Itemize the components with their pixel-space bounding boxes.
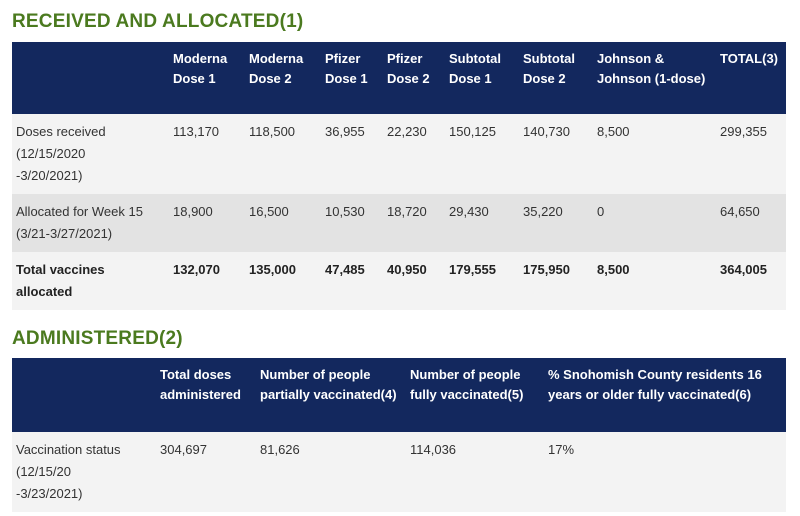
header-cell: Pfizer Dose 2 xyxy=(383,42,445,114)
value-cell: 0 xyxy=(593,194,716,252)
header-cell: Total doses administered xyxy=(156,358,256,432)
header-cell: % Snohomish County residents 16 years or… xyxy=(544,358,786,432)
value-cell: 114,036 xyxy=(406,432,544,512)
header-cell: Pfizer Dose 1 xyxy=(321,42,383,114)
value-cell: 17% xyxy=(544,432,786,512)
value-cell: 40,950 xyxy=(383,252,445,310)
header-cell: Subtotal Dose 2 xyxy=(519,42,593,114)
label-line: Allocated for Week 15 xyxy=(16,204,143,219)
data-row: Doses received (12/15/2020 -3/20/2021) 113,… xyxy=(12,114,786,194)
administered-table: Total doses administered Number of people… xyxy=(12,358,786,512)
header-cell: TOTAL(3) xyxy=(716,42,786,114)
data-row: Vaccination status (12/15/20 -3/23/2021) 30… xyxy=(12,432,786,512)
label-line: -3/20/2021) xyxy=(16,168,83,183)
value-cell: 18,900 xyxy=(169,194,245,252)
label-line: (3/21-3/27/2021) xyxy=(16,226,113,241)
label-line: (12/15/20 xyxy=(16,464,71,479)
value-cell: 81,626 xyxy=(256,432,406,512)
row-label: Doses received (12/15/2020 -3/20/2021) xyxy=(12,114,169,194)
header-cell: Johnson & Johnson (1-dose) xyxy=(593,42,716,114)
header-cell: Moderna Dose 2 xyxy=(245,42,321,114)
header-row: Total doses administered Number of people… xyxy=(12,358,786,432)
row-label: Total vaccines allocated xyxy=(12,252,169,310)
value-cell: 47,485 xyxy=(321,252,383,310)
label-line: Vaccination status xyxy=(16,442,121,457)
value-cell: 364,005 xyxy=(716,252,786,310)
value-cell: 299,355 xyxy=(716,114,786,194)
value-cell: 29,430 xyxy=(445,194,519,252)
header-cell: Number of people fully vaccinated(5) xyxy=(406,358,544,432)
section-title: ADMINISTERED(2) xyxy=(12,328,183,349)
value-cell: 8,500 xyxy=(593,252,716,310)
section-title: RECEIVED AND ALLOCATED(1) xyxy=(12,11,304,32)
row-label: Allocated for Week 15 (3/21-3/27/2021) xyxy=(12,194,169,252)
value-cell: 150,125 xyxy=(445,114,519,194)
value-cell: 304,697 xyxy=(156,432,256,512)
value-cell: 140,730 xyxy=(519,114,593,194)
allocation-table: Moderna Dose 1 Moderna Dose 2 Pfizer Dose … xyxy=(12,42,786,310)
value-cell: 36,955 xyxy=(321,114,383,194)
value-cell: 16,500 xyxy=(245,194,321,252)
header-cell: Moderna Dose 1 xyxy=(169,42,245,114)
value-cell: 132,070 xyxy=(169,252,245,310)
data-row: Allocated for Week 15 (3/21-3/27/2021) 18,… xyxy=(12,194,786,252)
label-line: -3/23/2021) xyxy=(16,486,83,501)
value-cell: 64,650 xyxy=(716,194,786,252)
label-line: allocated xyxy=(16,284,73,299)
value-cell: 10,530 xyxy=(321,194,383,252)
value-cell: 18,720 xyxy=(383,194,445,252)
header-cell: Subtotal Dose 1 xyxy=(445,42,519,114)
value-cell: 179,555 xyxy=(445,252,519,310)
value-cell: 118,500 xyxy=(245,114,321,194)
value-cell: 22,230 xyxy=(383,114,445,194)
value-cell: 175,950 xyxy=(519,252,593,310)
header-cell: Number of people partially vaccinated(4) xyxy=(256,358,406,432)
value-cell: 135,000 xyxy=(245,252,321,310)
label-line: (12/15/2020 xyxy=(16,146,86,161)
label-line: Total vaccines xyxy=(16,262,105,277)
value-cell: 35,220 xyxy=(519,194,593,252)
label-line: Doses received xyxy=(16,124,106,139)
row-label: Vaccination status (12/15/20 -3/23/2021) xyxy=(12,432,156,512)
value-cell: 113,170 xyxy=(169,114,245,194)
data-row: Total vaccines allocated 132,070 135,000 47,… xyxy=(12,252,786,310)
header-row: Moderna Dose 1 Moderna Dose 2 Pfizer Dose … xyxy=(12,42,786,114)
header-cell xyxy=(12,358,156,432)
value-cell: 8,500 xyxy=(593,114,716,194)
header-cell xyxy=(12,42,169,114)
